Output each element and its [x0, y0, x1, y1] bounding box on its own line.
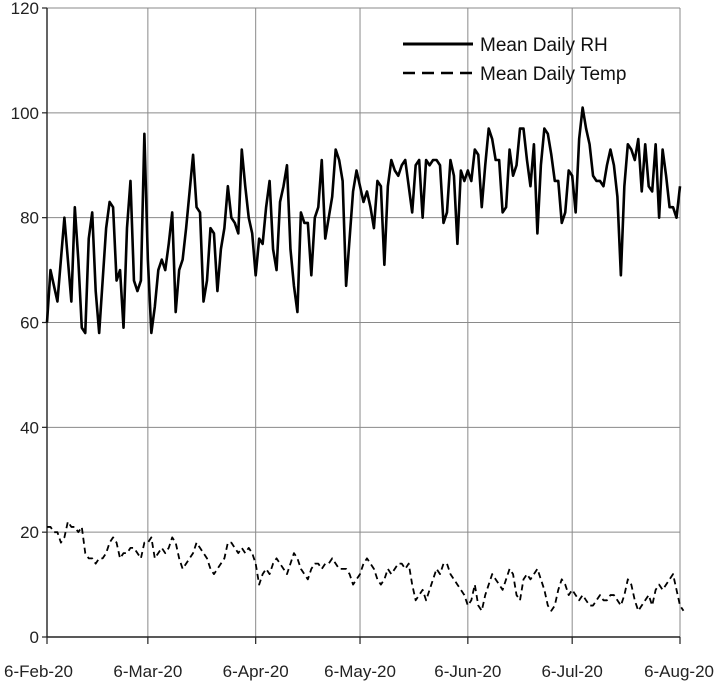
y-tick-label: 60 [20, 314, 39, 333]
legend-label: Mean Daily Temp [480, 64, 626, 85]
x-tick-label: 6-Mar-20 [113, 662, 182, 681]
y-tick-label: 20 [20, 523, 39, 542]
legend: Mean Daily RH Mean Daily Temp [403, 35, 626, 85]
x-tick-label: 6-May-20 [324, 662, 396, 681]
axes [42, 7, 681, 644]
series-lines [45, 106, 685, 612]
y-tick-label: 80 [20, 209, 39, 228]
x-tick-labels: 6-Feb-20 6-Mar-20 6-Apr-20 6-May-20 6-Jun-20… [4, 662, 714, 681]
x-tick-label: 6-Jun-20 [434, 662, 501, 681]
mean-daily-temp-line [47, 520, 685, 612]
y-tick-labels: 0 20 40 60 80 100 120 [11, 0, 39, 647]
y-tick-label: 100 [11, 104, 39, 123]
y-tick-label: 120 [11, 0, 39, 18]
x-tick-label: 6-Apr-20 [223, 662, 289, 681]
gridlines [47, 7, 681, 637]
x-tick-label: 6-Jul-20 [541, 662, 602, 681]
x-tick-label: 6-Feb-20 [4, 662, 73, 681]
x-tick-label: 6-Aug-20 [644, 662, 714, 681]
y-tick-label: 40 [20, 418, 39, 437]
mean-daily-rh-line [45, 106, 682, 335]
y-tick-label: 0 [30, 628, 39, 647]
legend-label: Mean Daily RH [480, 35, 608, 56]
